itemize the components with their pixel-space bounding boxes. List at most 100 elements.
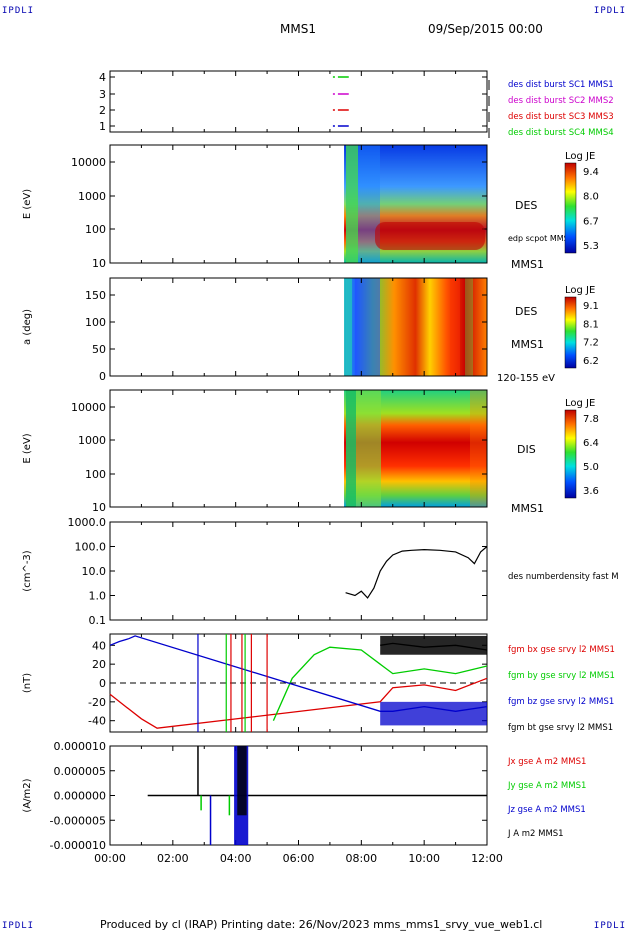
des-pitch-ylabel: a (deg) [22,309,33,345]
x-tick-label: 02:00 [157,852,189,865]
bfield-ytick-label: -20 [88,696,106,709]
dis-energy-ylabel: E (eV) [22,433,33,463]
bfield-legend-item: fgm bz gse srvy l2 MMS1 [508,697,614,707]
des-energy-colorbar-tick: 8.0 [583,192,599,203]
availability-legend-item: des dist burst SC3 MMS3 [508,112,614,122]
bfield-legend-item: fgm by gse srvy l2 MMS1 [508,671,615,681]
current-legend-item: Jx gse A m2 MMS1 [507,757,586,767]
des-energy-ytick-label: 100 [85,223,106,236]
bfield-series-line [380,642,488,651]
des-pitch-colorbar-tick: 8.1 [583,319,599,330]
availability-frame [109,70,488,133]
x-tick-label: 12:00 [471,852,503,865]
des-pitch-label: DES [515,305,537,318]
density-ytick-label: 1.0 [89,590,107,603]
dis-energy-ytick-label: 10000 [71,401,106,414]
bfield-series-line [272,646,488,721]
dis-energy-heatmap-stripe [346,390,356,507]
corner-label-tr: IPDLI [593,6,626,16]
des-energy-label-2: edp scpot MMS1 [508,234,574,243]
des-energy-hot-band [375,222,485,250]
density-legend-label: des numberdensity fast M [508,572,619,582]
des-energy-colorbar-tick: 5.3 [583,241,599,252]
density-ytick-label: 10.0 [82,565,107,578]
dis-energy-colorbar-tick: 7.8 [583,414,599,425]
bfield-ytick-label: 40 [92,639,106,652]
current-legend-item: J A m2 MMS1 [507,829,564,839]
des-pitch-colorbar-tick: 6.2 [583,356,599,367]
dis-energy-heatmap-stripe [356,390,381,507]
des-pitch-heatmap-stripe [450,278,460,376]
des-pitch-heatmap-stripe [355,278,380,376]
des-energy-label-3: MMS1 [511,258,544,271]
des-energy-ylabel: E (eV) [22,189,33,219]
dis-energy-ytick-label: 1000 [78,434,106,447]
dis-energy-colorbar-tick: 6.4 [583,438,599,449]
current-ytick-label: 0.000010 [54,740,107,753]
bfield-bz-band [380,701,487,726]
des-pitch-label-3: 120-155 eV [497,373,555,384]
spacecraft-title: MMS1 [280,22,316,36]
bfield-ytick-label: 20 [92,658,106,671]
x-tick-label: 06:00 [283,852,315,865]
bfield-bt-band [380,635,487,655]
des-energy-ytick-label: 1000 [78,190,106,203]
des-pitch-ytick-label: 0 [99,370,106,383]
density-ytick-label: 1000.0 [68,516,107,529]
bfield-series-line [109,635,488,712]
current-legend-item: Jz gse A m2 MMS1 [507,805,586,815]
dis-energy-colorbar [564,409,577,499]
dis-energy-colorbar-title: Log JE [565,398,595,409]
density-frame [109,521,488,621]
des-energy-colorbar-tick: 6.7 [583,216,599,227]
density-ylabel: (cm^-3) [22,550,33,591]
bfield-ytick-label: -40 [88,715,106,728]
current-ytick-label: -0.000010 [50,839,106,852]
des-energy-colorbar-tick: 9.4 [583,167,599,178]
bfield-series-line [109,677,488,729]
des-energy-ytick-label: 10000 [71,156,106,169]
dis-energy-ytick-label: 10 [92,501,106,514]
x-tick-label: 08:00 [345,852,377,865]
x-tick-label: 04:00 [220,852,252,865]
current-ytick-label: 0.000005 [54,765,107,778]
bfield-legend-item: fgm bx gse srvy l2 MMS1 [508,645,615,655]
des-pitch-ytick-label: 150 [85,289,106,302]
des-energy-heatmap-stripe [358,145,380,263]
dis-energy-label: DIS [517,443,536,456]
corner-label-bl: IPDLI [2,921,35,931]
des-pitch-colorbar [564,296,577,369]
dis-energy-colorbar-tick: 3.6 [583,486,599,497]
density-ytick-label: 0.1 [89,614,107,627]
availability-ytick-label: 2 [99,104,106,117]
des-energy-colorbar-title: Log JE [565,151,595,162]
availability-ytick-label: 4 [99,71,106,84]
date-title: 09/Sep/2015 00:00 [428,22,543,36]
availability-legend-item: des dist burst SC1 MMS1 [508,80,614,90]
density-ytick-label: 100.0 [75,541,107,554]
des-pitch-colorbar-title: Log JE [565,285,595,296]
availability-legend-item: des dist burst SC2 MMS2 [508,96,614,106]
dis-energy-heatmap-stripe [470,390,487,507]
des-energy-heatmap-stripe [346,145,358,263]
des-energy-ytick-label: 10 [92,257,106,270]
dis-energy-label-2: MMS1 [511,502,544,515]
corner-label-br: IPDLI [593,921,626,931]
dis-energy-colorbar-tick: 5.0 [583,462,599,473]
des-pitch-ytick-label: 100 [85,316,106,329]
corner-label-tl: IPDLI [2,6,35,16]
current-legend-item: Jy gse A m2 MMS1 [507,781,586,791]
availability-legend-item: des dist burst SC4 MMS4 [508,128,614,138]
availability-ytick-label: 3 [99,88,106,101]
des-pitch-heatmap-stripe [346,278,352,376]
des-energy-label: DES [515,199,537,212]
current-ytick-label: 0.000000 [54,790,107,803]
x-tick-label: 00:00 [94,852,126,865]
dis-energy-ytick-label: 100 [85,468,106,481]
bfield-ylabel: (nT) [22,673,33,693]
current-ytick-label: -0.000005 [50,814,106,827]
des-pitch-label-2: MMS1 [511,338,544,351]
footer-text: Produced by cl (IRAP) Printing date: 26/… [100,918,543,931]
current-burst-core [237,746,247,816]
bfield-legend-item: fgm bt gse srvy l2 MMS1 [508,723,613,733]
